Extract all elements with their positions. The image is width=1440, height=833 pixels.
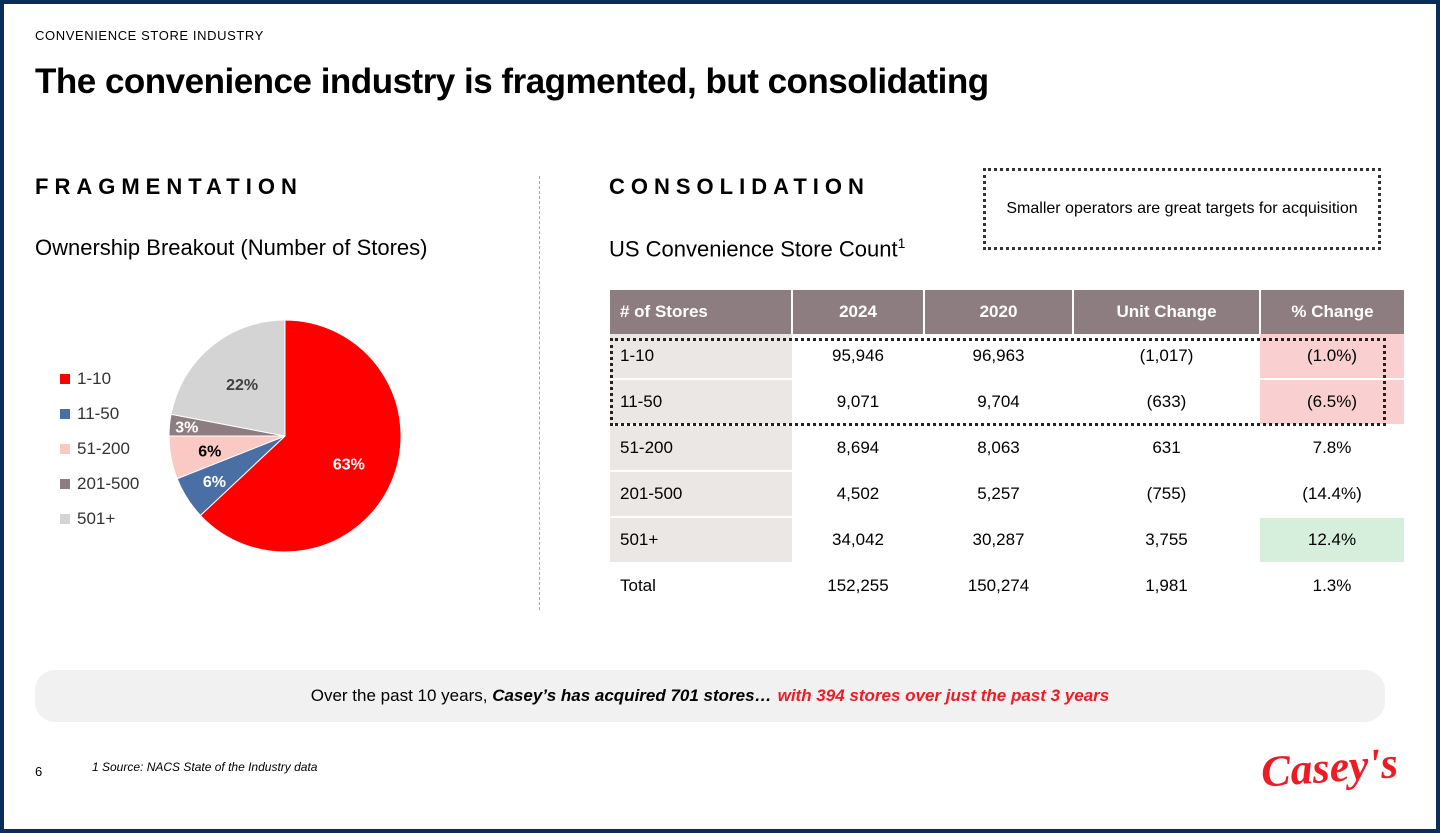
legend-swatch (60, 408, 70, 419)
caseys-logo: Casey's (1259, 738, 1397, 796)
table-row: 1-10 95,946 96,963 (1,017) (1.0%) (610, 334, 1404, 380)
legend-label: 201-500 (77, 473, 140, 493)
table-cell: 12.4% (1260, 517, 1404, 564)
table-title-text: US Convenience Store Count (609, 236, 898, 262)
pie-label-1-10: 63% (333, 457, 365, 474)
legend-item-501+: 501+ (60, 501, 139, 536)
store-count-table: # of Stores 2024 2020 Unit Change% Change 1… (610, 290, 1404, 608)
pie-label-201-500: 3% (175, 420, 198, 437)
legend-label: 11-50 (77, 403, 120, 423)
legend-item-51-200: 51-200 (60, 431, 139, 466)
legend-label: 51-200 (77, 438, 130, 458)
legend-label: 501+ (77, 508, 116, 528)
table-cell: 150,274 (924, 562, 1073, 608)
table-cell: 9,071 (792, 379, 924, 426)
legend-label: 1-10 (77, 368, 112, 388)
table-cell: Total (610, 562, 792, 608)
table-cell: 501+ (610, 517, 792, 564)
table-body: 1-10 95,946 96,963 (1,017) (1.0%) 11-50 9,071 9… (610, 334, 1404, 608)
legend-item-1-10: 1-10 (60, 361, 139, 396)
section-kicker: CONVENIENCE STORE INDUSTRY (35, 28, 264, 43)
pie-chart: 63%6%6%3%22% (168, 319, 402, 553)
table-total-row: Total 152,255 150,274 1,981 1.3% (610, 562, 1404, 608)
table-cell: 9,704 (924, 379, 1073, 426)
pie-slice-1-10 (199, 319, 402, 553)
legend-swatch (60, 478, 70, 489)
callout-box: Smaller operators are great targets for … (983, 168, 1381, 250)
pie-slice-501+ (170, 319, 286, 437)
table-cell: 51-200 (610, 425, 792, 472)
pie-label-11-50: 6% (203, 474, 226, 491)
column-header: Unit Change (1073, 290, 1261, 334)
table-cell: 96,963 (924, 334, 1073, 380)
logo-wordmark: Casey's (1259, 738, 1397, 796)
page-number: 6 (35, 764, 43, 779)
pie-chart-title: Ownership Breakout (Number of Stores) (35, 235, 428, 260)
table-cell: (6.5%) (1260, 379, 1404, 426)
fragmentation-heading: FRAGMENTATION (35, 174, 303, 199)
column-header: 2024 (792, 290, 925, 334)
table-header-row: # of Stores 2024 2020 Unit Change% Change (610, 290, 1404, 334)
table-cell: 11-50 (610, 379, 792, 426)
banner-prefix: Over the past 10 years, (310, 686, 488, 705)
table-cell: 34,042 (792, 517, 924, 564)
table-cell: 3,755 (1073, 517, 1260, 564)
table-row: 51-200 8,694 8,063 631 7.8% (610, 425, 1404, 472)
table-cell: 8,694 (792, 425, 924, 472)
legend-item-201-500: 201-500 (60, 466, 139, 501)
pie-legend: 1-10 11-50 51-200 201-500 501+ (60, 361, 139, 536)
table-row: 201-500 4,502 5,257 (755) (14.4%) (610, 471, 1404, 518)
banner-red-text: with 394 stores over just the past 3 yea… (777, 686, 1110, 705)
table-cell: (1,017) (1073, 334, 1260, 380)
table-cell: 1.3% (1260, 562, 1404, 608)
table-cell: 4,502 (792, 471, 924, 518)
table-cell: 1-10 (610, 334, 792, 380)
footnote-marker: 1 (897, 235, 906, 251)
legend-item-11-50: 11-50 (60, 396, 139, 431)
table-cell: 30,287 (924, 517, 1073, 564)
acquisition-banner: Over the past 10 years, Casey’s has acqu… (35, 670, 1385, 722)
table-cell: 201-500 (610, 471, 792, 518)
table-row: 11-50 9,071 9,704 (633) (6.5%) (610, 379, 1404, 426)
table-cell: 7.8% (1260, 425, 1404, 472)
table-row: 501+ 34,042 30,287 3,755 12.4% (610, 517, 1404, 564)
table-cell: 631 (1073, 425, 1260, 472)
callout-text: Smaller operators are great targets for … (1006, 200, 1358, 217)
page-title: The convenience industry is fragmented, … (35, 62, 989, 101)
column-header: % Change (1260, 290, 1404, 334)
table-cell: (633) (1073, 379, 1260, 426)
table-cell: 95,946 (792, 334, 924, 380)
table-cell: 8,063 (924, 425, 1073, 472)
table-cell: (755) (1073, 471, 1260, 518)
source-footnote: 1 Source: NACS State of the Industry dat… (92, 760, 318, 774)
banner-bold: Casey’s has acquired 701 stores… (492, 686, 772, 705)
table-cell: (1.0%) (1260, 334, 1404, 380)
column-header: # of Stores (610, 290, 793, 334)
legend-swatch (60, 443, 70, 454)
consolidation-heading: CONSOLIDATION (609, 174, 870, 199)
legend-swatch (60, 513, 70, 524)
table-cell: 5,257 (924, 471, 1073, 518)
table-cell: 152,255 (792, 562, 924, 608)
table-cell: 1,981 (1073, 562, 1260, 608)
section-divider (539, 176, 540, 610)
table-cell: (14.4%) (1260, 471, 1404, 518)
table-title: US Convenience Store Count1 (609, 235, 905, 262)
pie-label-51-200: 6% (198, 443, 221, 460)
legend-swatch (60, 373, 70, 384)
pie-label-501+: 22% (226, 377, 258, 394)
column-header: 2020 (924, 290, 1074, 334)
